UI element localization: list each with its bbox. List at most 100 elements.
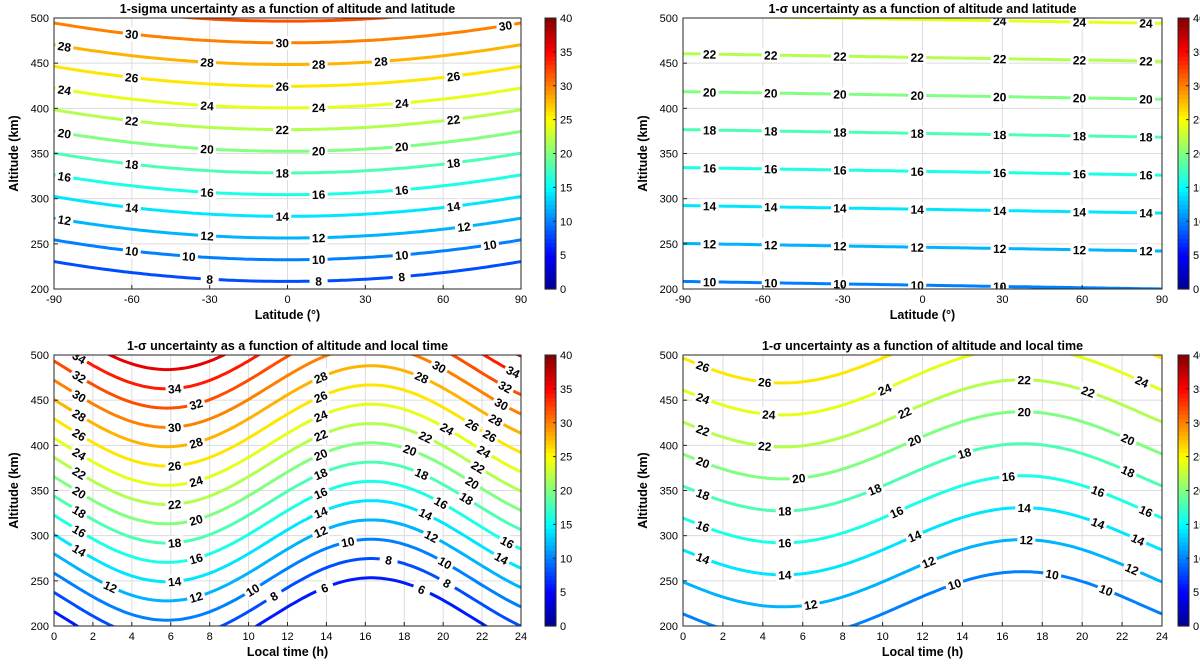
- contour-label: 22: [1070, 52, 1089, 68]
- contour-level-16: [683, 474, 1162, 545]
- colorbar-segment: [545, 579, 556, 585]
- contour-label: 12: [185, 587, 207, 607]
- contour-label: 26: [309, 386, 332, 407]
- contour-label-bg: [873, 379, 896, 400]
- colorbar-segment: [545, 242, 556, 248]
- colorbar-segment: [545, 541, 556, 547]
- contour-label-text: 28: [57, 39, 73, 55]
- contour-label: 30: [164, 419, 185, 435]
- contour-label: 28: [371, 53, 391, 69]
- contour-label-text: 28: [188, 435, 205, 452]
- contour-label-bg: [761, 237, 780, 252]
- contour-label-text: 18: [910, 127, 924, 141]
- colorbar-segment: [1178, 448, 1189, 453]
- contour-label: 18: [863, 479, 886, 500]
- colorbar-segment: [1178, 431, 1189, 437]
- contour-label-text: 20: [1017, 405, 1031, 419]
- colorbar-segment: [1178, 212, 1189, 218]
- colorbar-segment: [1178, 89, 1189, 95]
- colorbar-segment: [545, 410, 556, 415]
- contour-label-bg: [164, 419, 185, 435]
- x-tick-label: -60: [124, 294, 140, 306]
- colorbar-segment: [1178, 132, 1189, 138]
- contour-label: 22: [990, 51, 1009, 66]
- contour-label-bg: [392, 138, 412, 155]
- contour-label-bg: [429, 492, 453, 514]
- y-tick-label: 200: [660, 621, 678, 633]
- colorbar-tick-label: 10: [560, 553, 572, 565]
- colorbar-segment: [545, 371, 556, 377]
- contour-label-bg: [775, 503, 794, 519]
- colorbar-segment: [545, 388, 556, 394]
- colorbar-segment: [545, 132, 556, 138]
- colorbar-segment: [545, 85, 556, 91]
- colorbar-tick-label: 0: [560, 621, 566, 633]
- contour-label: 16: [67, 520, 91, 542]
- contour-label-text: 28: [413, 369, 431, 387]
- colorbar-segment: [1178, 486, 1189, 492]
- colorbar-segment: [1178, 94, 1189, 100]
- contour-label-text: 12: [200, 229, 214, 244]
- colorbar-segment: [1178, 562, 1189, 568]
- contour-label: 34: [502, 361, 521, 382]
- colorbar-segment: [1178, 545, 1189, 551]
- contour-label-bg: [1077, 382, 1099, 402]
- contour-label: 8: [200, 271, 220, 287]
- colorbar-segment: [1178, 140, 1189, 146]
- contour-label: 24: [990, 18, 1009, 28]
- colorbar-segment: [545, 200, 556, 205]
- contour-label-bg: [1136, 91, 1156, 107]
- contour-label-bg: [309, 100, 328, 115]
- contour-label-bg: [309, 273, 328, 289]
- colorbar-segment: [545, 596, 556, 602]
- contour-label: 20: [461, 472, 484, 494]
- colorbar-segment: [1178, 465, 1189, 470]
- colorbar-segment: [545, 111, 556, 116]
- contour-label: 28: [67, 404, 91, 426]
- ticks: -90 -60 -30 0 30 60 90 200 250 300 350 400 450 500: [31, 13, 527, 306]
- y-tick-label: 450: [660, 58, 678, 70]
- contour-label-text: 14: [778, 568, 792, 582]
- y-tick-label: 350: [660, 486, 678, 498]
- colorbar-segment: [1178, 426, 1189, 432]
- contour-label: 30: [495, 18, 516, 34]
- colorbar-tick-label: 10: [1193, 216, 1200, 228]
- colorbar-tick-label: 20: [1193, 486, 1200, 498]
- colorbar-segment: [1178, 225, 1189, 231]
- chart-title: 1-σ uncertainty as a function of altitud…: [762, 339, 1083, 353]
- contour-label-text: 32: [70, 368, 89, 387]
- colorbar-tick-label: 20: [560, 149, 572, 161]
- contour-label-text: 18: [866, 481, 884, 499]
- contour-level-28: [54, 43, 521, 66]
- contour-label: 18: [122, 156, 142, 172]
- contour-label-text: 10: [764, 276, 778, 290]
- contour-label: 30: [490, 393, 513, 415]
- contour-label: 18: [410, 463, 433, 484]
- contour-level-6: [54, 576, 489, 626]
- contour-label: 20: [990, 89, 1009, 104]
- contour-label: 22: [1077, 382, 1099, 402]
- colorbar-segment: [545, 123, 556, 129]
- contour-level-8: [54, 260, 521, 283]
- contour-label-text: 14: [993, 204, 1007, 218]
- colorbar-segment: [545, 570, 556, 576]
- contour-label: 14: [1015, 500, 1034, 515]
- colorbar-segment: [1178, 272, 1189, 277]
- colorbar-segment: [545, 98, 556, 104]
- y-tick-label: 350: [31, 149, 49, 161]
- x-tick-label: 4: [760, 631, 766, 643]
- chart-title: 1-σ uncertainty as a function of altitud…: [127, 339, 448, 353]
- contour-label: 24: [309, 405, 332, 426]
- contour-label-text: 22: [694, 422, 712, 440]
- contour-label-text: 18: [993, 128, 1007, 142]
- contour-label-bg: [692, 388, 714, 408]
- colorbar-segment: [545, 405, 556, 411]
- contour-label-bg: [830, 238, 850, 254]
- contour-label-text: 14: [906, 527, 924, 545]
- contour-label-text: 16: [778, 536, 792, 550]
- contour-label-text: 32: [496, 378, 515, 397]
- colorbar-tick-label: 15: [1193, 182, 1200, 194]
- colorbar-segment: [1178, 115, 1189, 121]
- y-tick-label: 250: [31, 576, 49, 588]
